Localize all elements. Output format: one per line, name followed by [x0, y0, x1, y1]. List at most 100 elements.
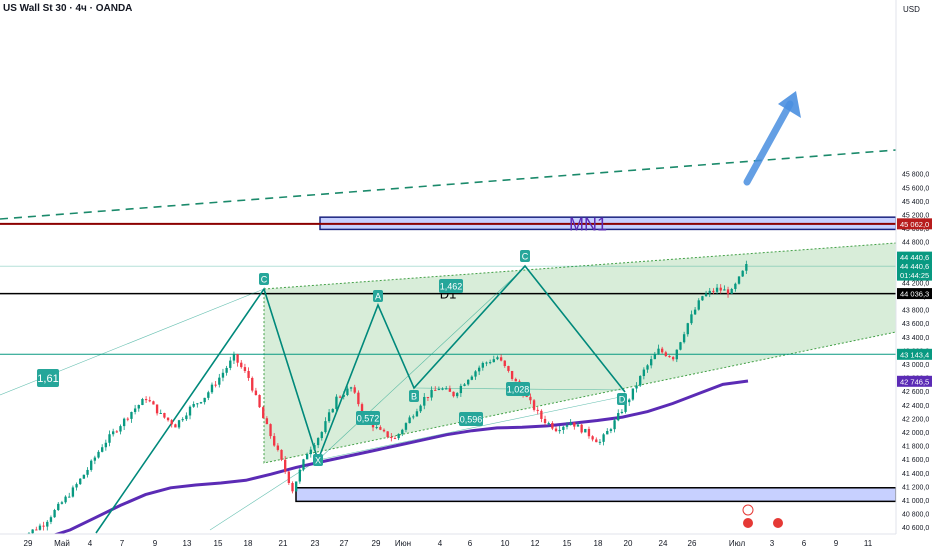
candle-body [166, 417, 170, 421]
candle-body [79, 478, 82, 485]
candle-body [653, 354, 657, 360]
candle-body [657, 348, 660, 355]
price-tick-label: 43 000,0 [902, 362, 929, 369]
time-tick-label: 29 [24, 539, 33, 548]
wave-point-label: X [315, 456, 321, 466]
wave-point-label: B [411, 392, 417, 402]
price-tag-label: 45 062,0 [900, 220, 929, 229]
candle-body [262, 407, 265, 419]
time-tick-label: 24 [659, 539, 668, 548]
candle-body [558, 429, 561, 432]
candle-body [543, 418, 547, 423]
candle-body [734, 283, 737, 289]
candle-body [456, 393, 459, 397]
price-tick-label: 45 800,0 [902, 172, 929, 179]
time-tick-label: 23 [311, 539, 320, 548]
currency-label: USD [903, 5, 920, 14]
fib-fan-line-4 [317, 395, 626, 461]
price-tag-label: 42 746,5 [900, 377, 929, 386]
candle-body [251, 377, 254, 391]
candle-body [298, 469, 301, 482]
candle-body [741, 270, 744, 277]
candle-body [390, 436, 393, 439]
price-tag-bg [897, 251, 932, 263]
time-tick-label: 6 [802, 539, 807, 548]
candle-body [258, 395, 261, 408]
candle-body [686, 323, 689, 335]
dashed-trend-line [0, 149, 897, 220]
candle-body [419, 405, 422, 412]
candle-body [573, 422, 576, 427]
candle-body [199, 402, 203, 404]
price-tick-label: 43 400,0 [902, 335, 929, 342]
candle-body [675, 349, 678, 360]
candle-body [580, 424, 583, 433]
wave-point-label: C [261, 275, 268, 285]
candle-body [624, 402, 627, 412]
wave-leg-xa [263, 288, 319, 461]
candle-body [426, 396, 430, 398]
time-tick-label: Июл [729, 539, 746, 548]
candle-body [111, 431, 115, 435]
time-tick-label: 26 [688, 539, 697, 548]
price-tick-label: 45 600,0 [902, 185, 929, 192]
price-tick-label: 45 200,0 [902, 212, 929, 219]
price-tick-label: 40 800,0 [902, 512, 929, 519]
time-tick-label: 20 [624, 539, 633, 548]
candle-body [492, 359, 495, 363]
price-tag-bg [897, 218, 932, 230]
candle-body [397, 433, 400, 439]
price-tag-label: 01:44:25 [900, 271, 929, 280]
price-tick-label: 42 600,0 [902, 389, 929, 396]
time-tick-label: 6 [468, 539, 473, 548]
candle-body [68, 496, 71, 498]
candle-body [225, 367, 228, 373]
candle-body [240, 362, 243, 368]
candle-body [269, 424, 272, 437]
candle-body [412, 416, 415, 418]
candle-body [320, 432, 323, 439]
candle-body [437, 388, 441, 390]
wave-point-box [409, 390, 419, 402]
candle-body [635, 385, 638, 389]
price-tick-label: 43 800,0 [902, 308, 929, 315]
fib-ratio-box [459, 412, 483, 426]
candle-body [598, 441, 602, 443]
candle-body [119, 426, 122, 432]
candle-body [57, 503, 60, 511]
candle-body [221, 372, 225, 378]
candle-body [660, 348, 664, 353]
candle-body [554, 428, 558, 432]
candle-body [379, 427, 382, 430]
price-tick-label: 42 000,0 [902, 430, 929, 437]
fib-ratio-label: 1,61 [37, 373, 58, 385]
candle-body [71, 487, 75, 497]
candle-body [324, 421, 327, 433]
candle-body [529, 396, 532, 401]
candle-body [562, 426, 565, 430]
time-tick-label: 9 [153, 539, 158, 548]
candle-body [726, 289, 730, 294]
time-tick-label: 4 [88, 539, 93, 548]
candle-body [745, 264, 748, 271]
candle-body [207, 392, 210, 398]
time-tick-label: 15 [214, 539, 223, 548]
candle-body [35, 529, 38, 531]
candle-body [327, 412, 331, 422]
price-tag-bg [897, 348, 932, 360]
candle-body [302, 459, 305, 470]
candle-body [606, 431, 609, 435]
candle-body [214, 384, 217, 386]
time-tick-label: 12 [531, 539, 540, 548]
candle-body [650, 359, 653, 366]
time-tick-label: Май [54, 539, 70, 548]
price-tag-label: 44 036,3 [900, 290, 929, 299]
zone-label: MN1 [569, 214, 607, 234]
candle-body [130, 411, 133, 419]
candle-body [697, 300, 700, 310]
price-tick-label: 45 000,0 [902, 226, 929, 233]
candle-body [126, 418, 129, 420]
time-tick-label: 4 [438, 539, 443, 548]
